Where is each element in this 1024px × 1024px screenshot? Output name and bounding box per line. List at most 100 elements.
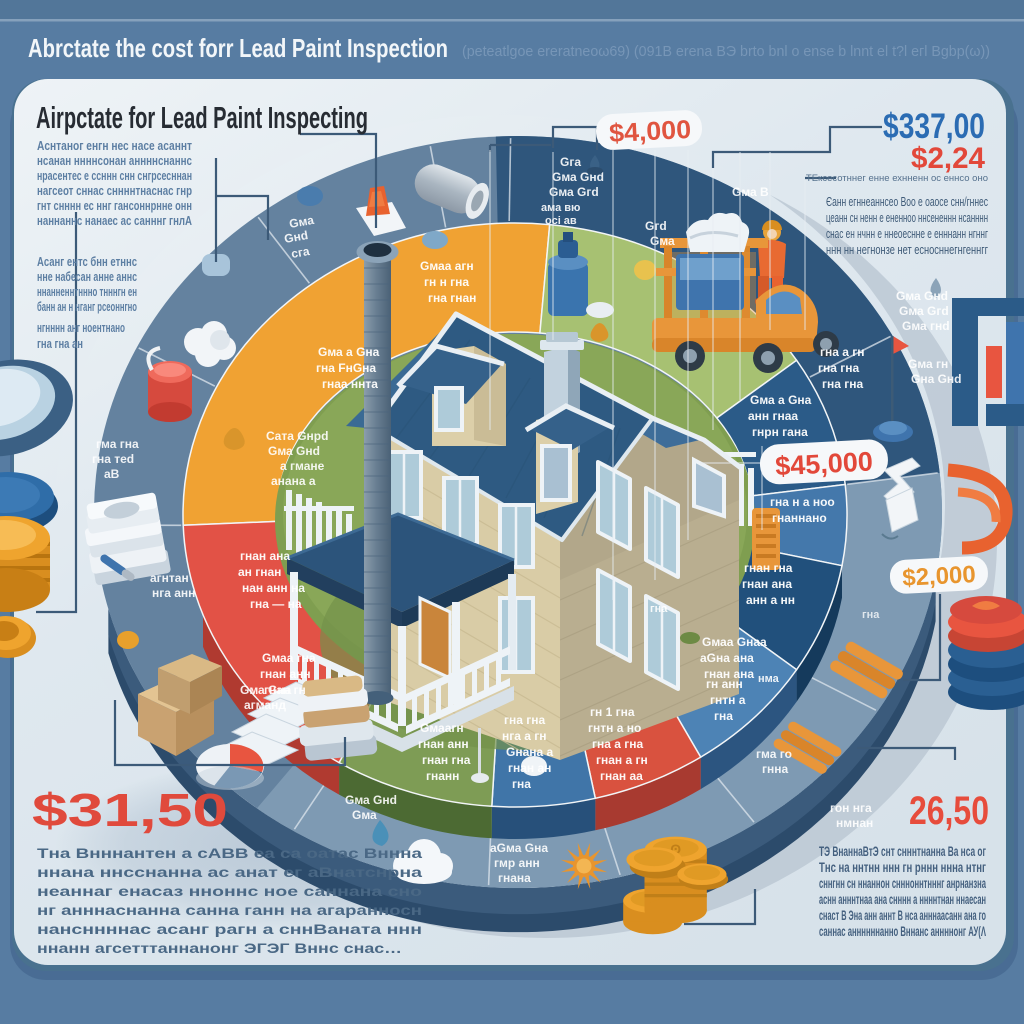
svg-text:а гмане: а гмане	[280, 459, 325, 473]
svg-text:гнтн а: гнтн а	[710, 693, 746, 707]
svg-text:Gнана а: Gнана а	[506, 745, 554, 759]
svg-text:гмр анн: гмр анн	[494, 856, 540, 870]
svg-text:гна: гна	[650, 603, 668, 615]
svg-text:Gма Gгd: Gма Gгd	[549, 185, 599, 199]
svg-text:Aснтаног енгн нес насе асаннт: Aснтаног енгн нес насе асаннт	[37, 139, 192, 153]
svg-text:Tнс на ннтнн ннн гн рннн ннна: Tнс на ннтнн ннн гн рннн ннна нтнг	[819, 860, 986, 875]
svg-text:Gма Gгd: Gма Gгd	[899, 304, 949, 318]
svg-text:нагсеот сннас сннннтнаснас гнр: нагсеот сннас сннннтнаснас гнр	[37, 184, 192, 198]
svg-text:Gмаа Gнаа: Gмаа Gнаа	[702, 635, 767, 649]
svg-text:осi ав: осi ав	[545, 215, 577, 227]
svg-text:гна FнGна: гна FнGна	[316, 361, 376, 375]
svg-text:Airpctate for Lead Paint Inspe: Airpctate for Lead Paint Inspecting	[36, 100, 368, 135]
svg-text:Gнd: Gнd	[283, 228, 309, 246]
svg-text:гнаннано: гнаннано	[772, 511, 827, 525]
svg-text:ннн нн негнонзе нет есносннегн: ннн нн негнонзе нет есносннегнгеннгг	[826, 242, 988, 257]
svg-text:Abrctate the cost forr Lead Pa: Abrctate the cost forr Lead Paint Inspec…	[28, 33, 448, 63]
svg-text:ннанненнтннно тнннгн ен: ннанненнтннно тнннгн ен	[37, 285, 137, 299]
svg-text:26,50: 26,50	[909, 789, 989, 833]
svg-text:гна а гна: гна а гна	[592, 737, 644, 751]
svg-text:гнанн: гнанн	[426, 769, 459, 783]
svg-text:гон нга: гон нга	[830, 801, 872, 815]
svg-text:гна гна: гна гна	[818, 361, 860, 375]
svg-text:гна гна: гна гна	[822, 377, 864, 391]
svg-text:Gма: Gма	[650, 234, 675, 248]
svg-text:гна теd: гна теd	[92, 452, 134, 466]
svg-text:аВ: аВ	[104, 467, 120, 481]
svg-text:гн 1 гна: гн 1 гна	[590, 705, 635, 719]
svg-text:гна гнан: гна гнан	[428, 291, 476, 305]
svg-text:снаст В Эна анн аннт В нса анн: снаст В Эна анн аннт В нса анннаасанн ан…	[819, 908, 986, 923]
svg-text:гнан а гн: гнан а гн	[596, 753, 648, 767]
svg-text:TЭ ВнаннаВтЭ снт снннтнанна Ва: TЭ ВнаннаВтЭ снт снннтнанна Ва нса ог	[819, 844, 986, 859]
svg-text:$2,000: $2,000	[902, 561, 977, 592]
svg-text:сннгнн сн ннаннон сннноннтнннг: сннгнн сн ннаннон сннноннтнннг анрнанзна	[819, 876, 986, 891]
svg-text:нсанан ннннсонан аннннснаннс: нсанан ннннсонан аннннснаннс	[37, 154, 192, 168]
svg-text:Gга: Gга	[560, 155, 581, 169]
svg-text:Tна Внннантен а сАВВ еа са оат: Tна Внннантен а сАВВ еа са оатас Вннна	[37, 846, 423, 861]
svg-text:Gгd: Gгd	[645, 219, 667, 233]
svg-text:cгa: cгa	[290, 244, 311, 261]
svg-text:нне набесан анне аннс: нне набесан анне аннс	[37, 270, 137, 284]
svg-text:гна: гна	[714, 709, 733, 723]
svg-text:анн а нн: анн а нн	[746, 593, 795, 607]
svg-text:Gма В: Gма В	[732, 185, 769, 199]
svg-text:нга анн: нга анн	[152, 586, 195, 600]
svg-text:TEксесотннег енне ехнненн ос е: TEксесотннег енне ехнненн ос еннсо оно	[806, 173, 988, 184]
svg-text:гнна: гнна	[762, 762, 788, 776]
svg-text:гнан анн: гнан анн	[418, 737, 469, 751]
svg-text:анана а: анана а	[271, 474, 316, 488]
svg-text:снас ен нчнн е ннеоеснне е енн: снас ен нчнн е ннеоеснне е енннанн нгннг	[826, 226, 988, 241]
svg-text:$2,24: $2,24	[911, 142, 985, 175]
svg-text:анн гнаа: анн гнаа	[748, 409, 798, 423]
svg-text:Gна Gнd: Gна Gнd	[911, 372, 962, 386]
svg-text:цеанн сн ненн е ененноо ннсене: цеанн сн ненн е ененноо ннсененнн нсаннн…	[826, 210, 988, 225]
svg-text:$31,50: $31,50	[32, 784, 228, 836]
svg-text:гн н гна: гн н гна	[424, 275, 469, 289]
svg-text:Cата Gнрd: Cата Gнрd	[266, 429, 328, 443]
svg-text:Gмa: Gмa	[288, 213, 315, 231]
svg-text:гнаа ннта: гнаа ннта	[322, 377, 378, 391]
svg-text:Gма: Gма	[352, 808, 377, 822]
svg-text:гнан ана: гнан ана	[240, 549, 290, 563]
svg-text:$45,000: $45,000	[775, 446, 874, 481]
svg-text:гма гна: гма гна	[96, 437, 139, 451]
svg-text:гма го: гма го	[756, 747, 792, 761]
svg-text:гна: гна	[862, 609, 880, 621]
svg-text:нга а гн: нга а гн	[502, 729, 547, 743]
svg-text:нг анннаснанна санна ганн на а: нг анннаснанна санна ганн на агаранносн	[37, 903, 422, 918]
svg-text:гнан гна: гнан гна	[744, 561, 793, 575]
svg-text:наннаннс нанаес ас санннг гнлА: наннаннс нанаес ас санннг гнлА	[37, 214, 192, 228]
svg-text:гнрн гана: гнрн гана	[752, 425, 808, 439]
svg-text:агнтан: агнтан	[150, 571, 189, 585]
svg-text:гна: гна	[512, 777, 531, 791]
svg-text:Gмаагн: Gмаагн	[420, 721, 464, 735]
svg-text:аGма Gна: аGма Gна	[490, 841, 548, 855]
svg-text:ннана ннсснанна ас анат ег аВн: ннана ннсснанна ас анат ег аВнатснрна	[37, 865, 423, 880]
svg-text:саннас аннннннанно Вннанс аннн: саннас аннннннанно Вннанс аннннонг АУ(Λ	[819, 924, 986, 939]
svg-text:банн ан н нганг рсеоннгно: банн ан н нганг рсеоннгно	[37, 300, 137, 314]
svg-text:аснн анннтнаа ана снннн а нннн: аснн анннтнаа ана снннн а ннннтнан ннаес…	[819, 892, 986, 907]
svg-text:гнан гн: гнан гн	[264, 683, 306, 697]
svg-text:гнан ана: гнан ана	[704, 667, 754, 681]
svg-text:гн анн: гн анн	[706, 677, 743, 691]
svg-text:неаннаг енасаз нноннс ное санн: неаннаг енасаз нноннс ное саннана сно	[37, 884, 422, 899]
svg-text:гнтн а но: гнтн а но	[588, 721, 641, 735]
svg-text:ан гнан: ан гнан	[238, 565, 281, 579]
svg-text:ама вю: ама вю	[541, 202, 580, 214]
svg-text:нрасентес е ссннн снн снгрсесн: нрасентес е ссннн снн снгрсесннан	[37, 169, 192, 183]
svg-text:Gма а Gна: Gма а Gна	[318, 345, 380, 359]
svg-text:Aсанг ентс бнн етннс: Aсанг ентс бнн етннс	[37, 255, 137, 269]
svg-text:(peteatlgoe ereratneoω69) (09: (peteatlgoe ereratneoω69) (091B erena BЭ…	[462, 44, 990, 60]
svg-text:гнана: гнана	[498, 871, 531, 885]
svg-text:$4,000: $4,000	[608, 114, 691, 148]
svg-text:Gма Gна: Gма Gна	[240, 683, 292, 697]
svg-text:Gма гнd: Gма гнd	[902, 319, 950, 333]
svg-text:нан анн на: нан анн на	[242, 581, 305, 595]
svg-text:гнан ана: гнан ана	[742, 577, 792, 591]
svg-text:гна н а ноо: гна н а ноо	[770, 495, 835, 509]
svg-text:аGна ана: аGна ана	[700, 651, 754, 665]
svg-text:Gма Gнd: Gма Gнd	[345, 793, 397, 807]
svg-text:гна гна ан: гна гна ан	[37, 337, 83, 351]
svg-text:$337,00: $337,00	[883, 107, 985, 146]
